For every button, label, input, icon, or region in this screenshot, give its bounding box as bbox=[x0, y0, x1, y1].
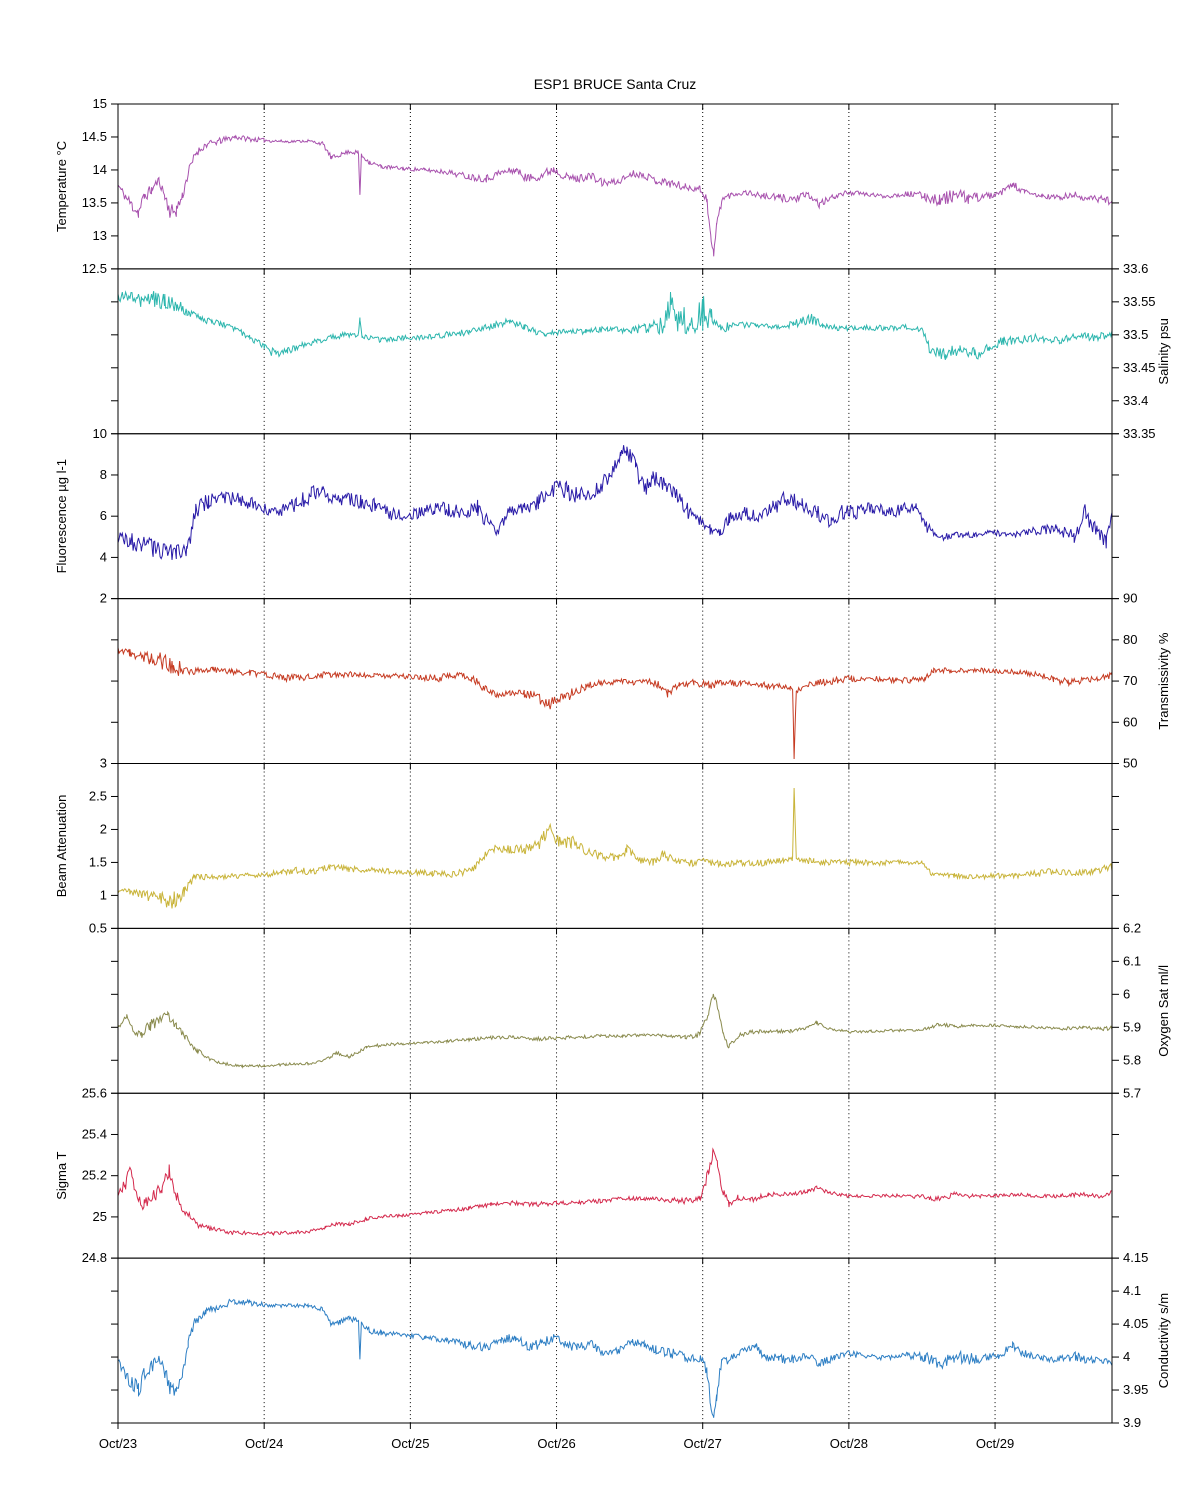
panel-border bbox=[117, 763, 1113, 929]
panel-beam-attenuation: 0.5 1 1.5 2 2.5 3 Beam Attenuation bbox=[54, 756, 1119, 935]
panel-temperature: 12.5 13 13.5 14 14.5 15 Temperature °C bbox=[54, 96, 1119, 276]
ytick-label: 60 bbox=[1123, 714, 1137, 729]
ytick-label: 33.5 bbox=[1123, 327, 1148, 342]
ytick-label: 25.4 bbox=[82, 1126, 107, 1141]
ytick-label: 50 bbox=[1123, 756, 1137, 771]
ytick-label: 33.55 bbox=[1123, 294, 1156, 309]
ytick-label: 4 bbox=[100, 549, 107, 564]
ytick-label: 25.2 bbox=[82, 1168, 107, 1183]
ytick-label: 1 bbox=[100, 887, 107, 902]
ytick-label: 5.7 bbox=[1123, 1085, 1141, 1100]
ytick-label: 4 bbox=[1123, 1349, 1130, 1364]
ytick-label: 15 bbox=[93, 96, 107, 111]
xtick-label: Oct/23 bbox=[99, 1436, 137, 1451]
ytick-label: 4.05 bbox=[1123, 1316, 1148, 1331]
series-temperature bbox=[118, 134, 1112, 257]
xtick-label: Oct/25 bbox=[391, 1436, 429, 1451]
ytick-label: 12.5 bbox=[82, 261, 107, 276]
series-fluorescence bbox=[118, 445, 1112, 560]
ytick-label: 3.95 bbox=[1123, 1382, 1148, 1397]
ylabel-beam-attenuation: Beam Attenuation bbox=[54, 795, 69, 898]
ytick-label: 33.4 bbox=[1123, 393, 1148, 408]
ytick-label: 24.8 bbox=[82, 1250, 107, 1265]
ytick-label: 25 bbox=[93, 1209, 107, 1224]
ytick-label: 33.35 bbox=[1123, 426, 1156, 441]
ytick-label: 13.5 bbox=[82, 195, 107, 210]
ytick-label: 13 bbox=[93, 228, 107, 243]
ytick-label: 70 bbox=[1123, 673, 1137, 688]
panel-transmissivity: 50 60 70 80 90 Transmissivity % bbox=[111, 591, 1171, 771]
ytick-label: 6.2 bbox=[1123, 920, 1141, 935]
series-sigma-t bbox=[118, 1147, 1112, 1237]
xtick-label: Oct/28 bbox=[830, 1436, 868, 1451]
ytick-label: 80 bbox=[1123, 632, 1137, 647]
series-beam-attenuation bbox=[118, 787, 1112, 909]
ylabel-salinity: Salinity psu bbox=[1156, 318, 1171, 384]
ylabel-oxygen-sat: Oxygen Sat ml/l bbox=[1156, 965, 1171, 1057]
ytick-label: 2.5 bbox=[89, 788, 107, 803]
series-salinity bbox=[118, 290, 1112, 361]
ytick-label: 10 bbox=[93, 426, 107, 441]
ylabel-temperature: Temperature °C bbox=[54, 141, 69, 232]
ylabel-fluorescence: Fluorescence µg l-1 bbox=[54, 459, 69, 573]
xtick-label: Oct/24 bbox=[245, 1436, 283, 1451]
ytick-label: 25.6 bbox=[82, 1085, 107, 1100]
ytick-label: 90 bbox=[1123, 591, 1137, 606]
xtick-label: Oct/29 bbox=[976, 1436, 1014, 1451]
panel-border bbox=[117, 927, 1113, 1094]
series-conductivity bbox=[118, 1298, 1112, 1418]
panel-conductivity: 3.9 3.95 4 4.05 4.1 4.15 Conductivity s/m bbox=[111, 1250, 1171, 1430]
ylabel-transmissivity: Transmissivity % bbox=[1156, 632, 1171, 729]
ytick-label: 8 bbox=[100, 467, 107, 482]
series-transmissivity bbox=[118, 647, 1112, 760]
ytick-label: 14.5 bbox=[82, 129, 107, 144]
ytick-label: 4.1 bbox=[1123, 1283, 1141, 1298]
chart-title: ESP1 BRUCE Santa Cruz bbox=[533, 76, 697, 92]
panel-oxygen-sat: 5.7 5.8 5.9 6 6.1 6.2 Oxygen Sat ml/l bbox=[111, 920, 1171, 1100]
panel-salinity: 33.35 33.4 33.45 33.5 33.55 33.6 Salinity psu bbox=[111, 261, 1171, 441]
panel-fluorescence: 2 4 6 8 10 Fluorescence µg l-1 bbox=[54, 426, 1119, 606]
panel-border bbox=[117, 433, 1113, 600]
ytick-label: 5.9 bbox=[1123, 1019, 1141, 1034]
ytick-label: 33.6 bbox=[1123, 261, 1148, 276]
panel-border bbox=[117, 103, 1113, 270]
panel-border bbox=[117, 1092, 1113, 1259]
ytick-label: 2 bbox=[100, 821, 107, 836]
ytick-label: 1.5 bbox=[89, 854, 107, 869]
ytick-label: 6 bbox=[100, 508, 107, 523]
ytick-label: 6 bbox=[1123, 986, 1130, 1001]
series-oxygen-sat bbox=[118, 993, 1112, 1069]
ytick-label: 33.45 bbox=[1123, 360, 1156, 375]
ytick-label: 3.9 bbox=[1123, 1415, 1141, 1430]
panel-border bbox=[117, 1257, 1113, 1424]
ytick-label: 14 bbox=[93, 162, 107, 177]
ytick-label: 5.8 bbox=[1123, 1052, 1141, 1067]
ylabel-sigma-t: Sigma T bbox=[54, 1152, 69, 1200]
panel-sigma-t: 24.8 25 25.2 25.4 25.6 Sigma T bbox=[54, 1085, 1119, 1265]
ylabel-conductivity: Conductivity s/m bbox=[1156, 1293, 1171, 1388]
xtick-label: Oct/27 bbox=[684, 1436, 722, 1451]
ytick-label: 2 bbox=[100, 591, 107, 606]
ytick-label: 4.15 bbox=[1123, 1250, 1148, 1265]
ytick-label: 3 bbox=[100, 756, 107, 771]
xtick-label: Oct/26 bbox=[537, 1436, 575, 1451]
ytick-label: 0.5 bbox=[89, 920, 107, 935]
ytick-label: 6.1 bbox=[1123, 953, 1141, 968]
